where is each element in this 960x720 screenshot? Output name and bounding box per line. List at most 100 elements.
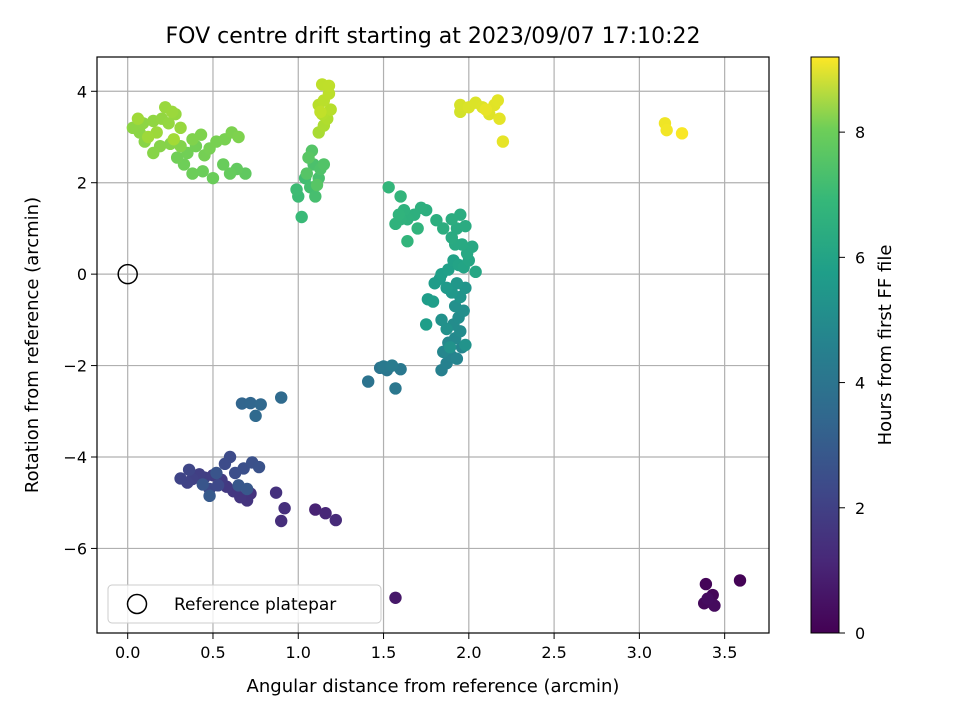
data-point: [249, 409, 262, 423]
y-axis-ticks: −6 −4 −2 0 2 4: [63, 82, 97, 558]
data-point: [389, 591, 402, 604]
data-point: [302, 151, 315, 164]
data-point: [170, 151, 184, 164]
data-point: [430, 214, 443, 227]
data-point: [437, 222, 450, 235]
data-point: [186, 167, 199, 180]
data-point: [309, 190, 322, 203]
x-tick-label: 3.0: [627, 643, 652, 662]
data-point: [300, 167, 313, 180]
data-point: [675, 127, 689, 140]
x-tick-label: 2.0: [456, 643, 481, 662]
data-point: [479, 103, 493, 116]
data-point: [394, 190, 407, 203]
data-point: [411, 222, 424, 235]
colorbar-tick-label: 4: [855, 374, 865, 393]
data-point: [392, 208, 406, 221]
data-point: [329, 513, 342, 527]
x-tick-label: 0.5: [200, 643, 225, 662]
data-point: [203, 489, 216, 503]
data-point: [309, 503, 322, 516]
legend-marker-reference: [126, 593, 148, 615]
data-point: [450, 277, 464, 290]
data-point: [141, 130, 155, 144]
y-tick-label: −6: [63, 539, 87, 558]
data-point: [459, 338, 472, 352]
data-point: [240, 482, 254, 496]
data-point: [275, 391, 288, 404]
data-point: [450, 352, 464, 365]
data-point: [401, 235, 414, 248]
data-point: [317, 158, 331, 171]
colorbar-tick-label: 6: [855, 248, 865, 267]
data-point: [254, 398, 267, 411]
data-point: [218, 457, 232, 471]
data-point: [147, 146, 160, 160]
data-point: [182, 463, 196, 476]
data-point: [491, 94, 505, 107]
data-point: [232, 130, 245, 144]
data-point: [445, 231, 458, 244]
data-point: [361, 375, 375, 388]
legend-label-reference: Reference platepar: [174, 595, 336, 615]
colorbar-tick-label: 0: [855, 624, 865, 643]
colorbar-ticks: 0 2 4 6 8: [839, 123, 865, 643]
data-point: [426, 295, 440, 308]
data-point: [126, 121, 140, 135]
x-tick-label: 1.5: [371, 643, 396, 662]
y-tick-label: 0: [77, 265, 87, 284]
data-point: [269, 486, 283, 499]
data-point: [701, 592, 714, 605]
chart-title: FOV centre drift starting at 2023/09/07 …: [166, 24, 701, 49]
data-point: [174, 121, 187, 135]
colorbar-tick-label: 8: [855, 123, 865, 142]
colorbar-gradient: [810, 56, 840, 634]
data-point: [389, 382, 402, 395]
data-point: [167, 133, 180, 146]
data-point: [382, 181, 395, 194]
x-tick-label: 1.0: [286, 643, 311, 662]
data-point: [733, 574, 747, 587]
data-point: [440, 322, 453, 336]
data-point: [223, 167, 237, 180]
data-point: [165, 105, 179, 119]
y-tick-label: −2: [63, 357, 87, 376]
data-point: [319, 507, 332, 520]
data-point: [217, 158, 230, 171]
data-point: [314, 105, 327, 119]
data-point: [445, 213, 458, 226]
data-point: [186, 133, 199, 146]
data-point: [324, 103, 337, 116]
data-point: [440, 281, 453, 295]
data-point: [278, 502, 291, 515]
data-point: [252, 460, 266, 474]
y-tick-label: 4: [77, 82, 87, 101]
x-tick-label: 2.5: [541, 643, 566, 662]
scatter-points: [126, 78, 747, 612]
data-point: [385, 359, 399, 372]
y-tick-label: −4: [63, 448, 87, 467]
data-point: [322, 79, 336, 93]
data-point: [469, 265, 482, 279]
y-axis-label: Rotation from reference (arcmin): [22, 197, 43, 493]
data-point: [443, 341, 457, 354]
data-point: [493, 112, 506, 125]
x-axis-ticks: 0.0 0.5 1.0 1.5 2.0 2.5 3.0 3.5: [115, 633, 737, 662]
plot-frame: [96, 56, 770, 634]
y-tick-label: 2: [77, 174, 87, 193]
data-point: [419, 318, 433, 331]
data-point: [206, 171, 220, 185]
x-axis-label: Angular distance from reference (arcmin): [247, 676, 620, 697]
data-point: [428, 277, 441, 290]
data-point: [211, 479, 225, 492]
data-point: [310, 178, 324, 192]
data-point: [295, 210, 308, 224]
legend: Reference platepar: [107, 584, 382, 624]
data-point: [196, 165, 209, 178]
x-tick-label: 3.5: [712, 643, 737, 662]
data-point: [131, 112, 145, 125]
x-tick-label: 0.0: [115, 643, 140, 662]
data-point: [435, 313, 448, 327]
colorbar: 0 2 4 6 8 Hours from first FF file: [810, 56, 896, 643]
